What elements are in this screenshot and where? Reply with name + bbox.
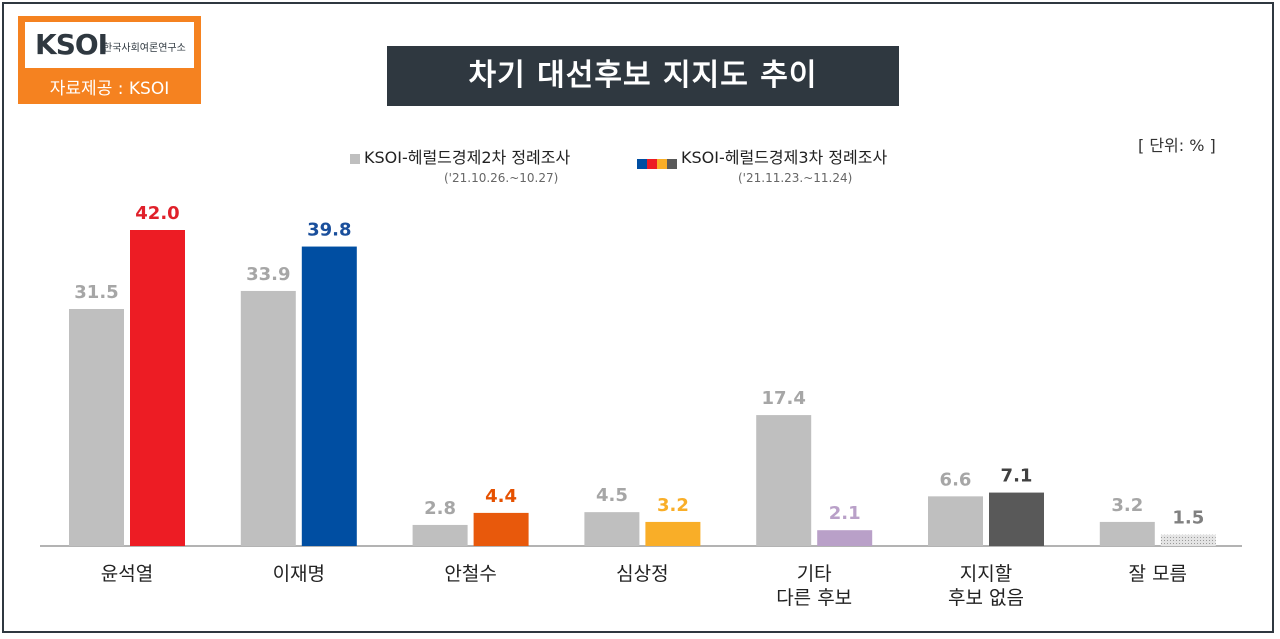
category-label-5: 지지할 bbox=[960, 563, 1012, 585]
bar-previous-4 bbox=[756, 415, 812, 546]
value-label-previous-6: 3.2 bbox=[1111, 495, 1143, 516]
bar-previous-6 bbox=[1099, 521, 1155, 546]
category-label-4: 기타 bbox=[797, 563, 832, 585]
value-label-previous-1: 33.9 bbox=[246, 264, 290, 285]
value-label-previous-0: 31.5 bbox=[74, 282, 118, 303]
legend-series-previous-date: ('21.10.26.~10.27) bbox=[444, 171, 559, 185]
category-label-2: 안철수 bbox=[444, 563, 496, 585]
logo-subtitle: 한국사회여론연구소 bbox=[103, 43, 186, 54]
category-label-6: 잘 모름 bbox=[1129, 563, 1187, 585]
legend-series-latest: KSOI-헤럴드경제3차 정례조사 bbox=[637, 144, 888, 169]
bar-previous-2 bbox=[412, 524, 468, 546]
category-label-3: 심상정 bbox=[616, 563, 668, 585]
source-label: 자료제공 : KSOI bbox=[49, 79, 170, 99]
ksoi-logo: KSOI bbox=[35, 28, 108, 61]
category-label-5-line2: 후보 없음 bbox=[948, 587, 1024, 609]
bar-latest-4 bbox=[817, 530, 873, 546]
value-label-previous-4: 17.4 bbox=[761, 388, 805, 409]
category-label-4-line2: 다른 후보 bbox=[776, 587, 852, 609]
bar-previous-1 bbox=[240, 290, 296, 546]
value-label-latest-5: 7.1 bbox=[1001, 466, 1033, 487]
value-label-latest-1: 39.8 bbox=[307, 220, 351, 241]
legend-swatch-gray bbox=[350, 153, 360, 164]
bar-previous-3 bbox=[584, 512, 640, 546]
bar-latest-3 bbox=[645, 521, 701, 546]
value-label-latest-4: 2.1 bbox=[829, 503, 861, 524]
bar-latest-6 bbox=[1160, 534, 1216, 546]
bar-previous-0 bbox=[69, 309, 124, 546]
value-label-previous-2: 2.8 bbox=[424, 498, 456, 519]
category-label-1: 이재명 bbox=[273, 563, 325, 585]
legend-series-previous: KSOI-헤럴드경제2차 정례조사 bbox=[350, 144, 570, 168]
unit-label: [ 단위: % ] bbox=[1138, 136, 1216, 155]
bar-previous-5 bbox=[928, 496, 983, 546]
value-label-latest-0: 42.0 bbox=[135, 203, 179, 224]
chart-title: 차기 대선후보 지지도 추이 bbox=[387, 46, 899, 106]
legend-series-latest-label: KSOI-헤럴드경제3차 정례조사 bbox=[681, 148, 888, 167]
bar-latest-0 bbox=[130, 230, 185, 546]
legend-swatch-multicolor bbox=[637, 154, 677, 169]
legend-series-previous-label: KSOI-헤럴드경제2차 정례조사 bbox=[364, 148, 571, 167]
value-label-previous-3: 4.5 bbox=[596, 485, 628, 506]
logo-box: KSOI 한국사회여론연구소 자료제공 : KSOI bbox=[18, 16, 201, 104]
category-label-0: 윤석열 bbox=[101, 563, 153, 585]
bar-latest-5 bbox=[989, 492, 1044, 546]
bar-latest-2 bbox=[473, 512, 529, 546]
bar-latest-1 bbox=[301, 246, 357, 547]
logo-inner: KSOI 한국사회여론연구소 bbox=[25, 22, 194, 68]
value-label-latest-3: 3.2 bbox=[657, 495, 689, 516]
value-label-latest-2: 4.4 bbox=[485, 486, 517, 507]
legend-series-latest-date: ('21.11.23.~11.24) bbox=[738, 171, 853, 185]
value-label-previous-5: 6.6 bbox=[940, 469, 972, 490]
value-label-latest-6: 1.5 bbox=[1172, 508, 1204, 529]
